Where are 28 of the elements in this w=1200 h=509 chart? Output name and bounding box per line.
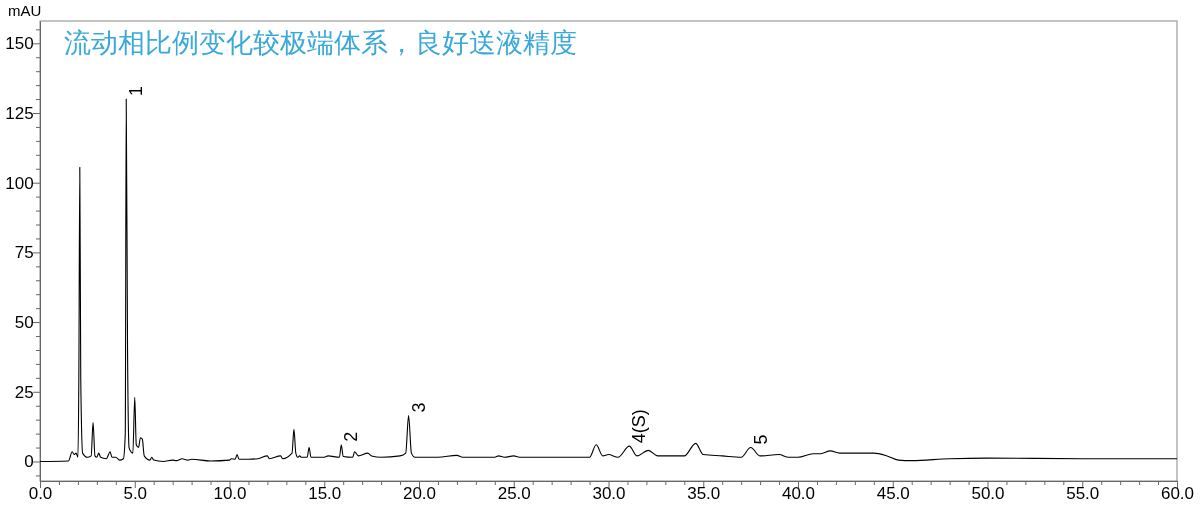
x-tick-label: 35.0 bbox=[687, 484, 721, 504]
y-tick-label: 50 bbox=[14, 313, 34, 333]
y-tick-label: 150 bbox=[5, 34, 34, 54]
x-tick-label: 40.0 bbox=[781, 484, 816, 504]
line-series bbox=[39, 98, 1178, 463]
annotation: 2 bbox=[341, 431, 362, 442]
y-tick-label: 0 bbox=[24, 452, 34, 472]
x-tick-label: 5.0 bbox=[123, 484, 148, 504]
x-tick-label: 15.0 bbox=[308, 484, 342, 504]
x-tick-label: 50.0 bbox=[971, 484, 1005, 504]
x-tick-label: 10.0 bbox=[213, 484, 247, 504]
x-tick-label: 0.0 bbox=[28, 484, 53, 504]
y-tick-label: 100 bbox=[5, 173, 34, 193]
y-tick-label: 75 bbox=[14, 243, 34, 263]
x-tick-label: 20.0 bbox=[402, 484, 437, 504]
chart-title: 流动相比例变化较极端体系，良好送液精度 bbox=[64, 28, 577, 58]
annotation: 1 bbox=[126, 86, 147, 97]
x-tick-label: 60.0 bbox=[1160, 484, 1195, 504]
annotation: 5 bbox=[750, 434, 771, 445]
x-tick-label: 55.0 bbox=[1066, 484, 1100, 504]
y-axis-title: mAU bbox=[8, 2, 42, 19]
annotation: 4(S) bbox=[629, 409, 650, 444]
x-tick-label: 25.0 bbox=[497, 484, 531, 504]
x-tick-label: 45.0 bbox=[876, 484, 910, 504]
y-tick-label: 25 bbox=[14, 382, 34, 402]
x-tick-label: 30.0 bbox=[592, 484, 626, 504]
y-tick-label: 125 bbox=[5, 103, 34, 123]
annotation: 3 bbox=[408, 402, 429, 413]
